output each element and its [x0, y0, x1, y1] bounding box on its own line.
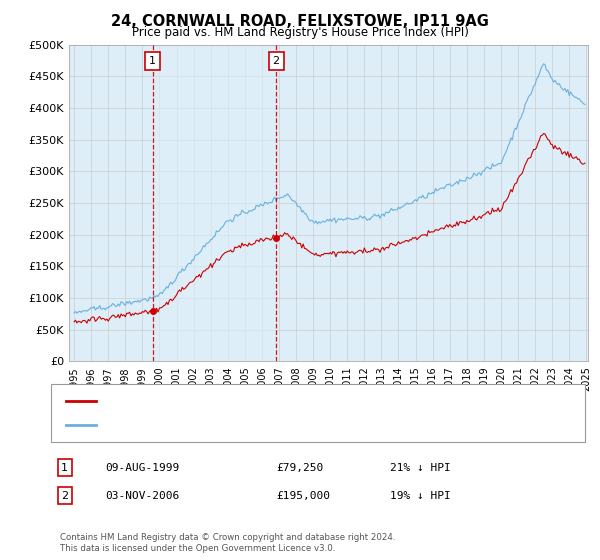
Text: 03-NOV-2006: 03-NOV-2006 — [105, 491, 179, 501]
Text: £195,000: £195,000 — [276, 491, 330, 501]
Text: 2: 2 — [272, 55, 280, 66]
Text: Contains HM Land Registry data © Crown copyright and database right 2024.
This d: Contains HM Land Registry data © Crown c… — [60, 533, 395, 553]
Text: £79,250: £79,250 — [276, 463, 323, 473]
Text: 1: 1 — [149, 55, 156, 66]
Text: 21% ↓ HPI: 21% ↓ HPI — [390, 463, 451, 473]
Text: 1: 1 — [61, 463, 68, 473]
Text: 09-AUG-1999: 09-AUG-1999 — [105, 463, 179, 473]
Text: HPI: Average price, detached house, East Suffolk: HPI: Average price, detached house, East… — [105, 419, 360, 430]
Text: 19% ↓ HPI: 19% ↓ HPI — [390, 491, 451, 501]
Text: 24, CORNWALL ROAD, FELIXSTOWE, IP11 9AG: 24, CORNWALL ROAD, FELIXSTOWE, IP11 9AG — [111, 14, 489, 29]
Text: Price paid vs. HM Land Registry's House Price Index (HPI): Price paid vs. HM Land Registry's House … — [131, 26, 469, 39]
Text: 24, CORNWALL ROAD, FELIXSTOWE, IP11 9AG (detached house): 24, CORNWALL ROAD, FELIXSTOWE, IP11 9AG … — [105, 396, 439, 407]
Text: 2: 2 — [61, 491, 68, 501]
Bar — [152, 45, 276, 361]
